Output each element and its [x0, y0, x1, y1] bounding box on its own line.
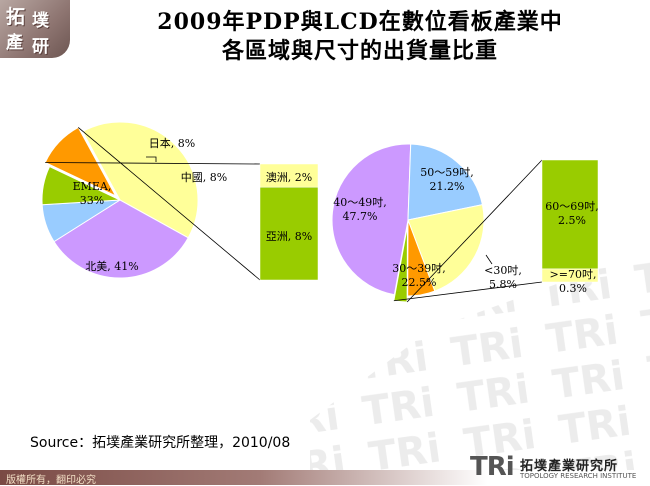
copyright-text: 版權所有，翻印必究	[6, 475, 96, 486]
data-label: 60～69吋, 2.5%	[545, 200, 599, 227]
pie-slice	[407, 143, 484, 221]
region-pie-chart: 北美, 41% EMEA, 33% 日本, 8% 中國, 8% 澳洲, 2% 亞洲, 8%	[41, 121, 319, 281]
leader-line	[485, 254, 493, 265]
logo-mark: TRi	[470, 452, 515, 482]
logo-bottom-right: TRi 拓墣產業研究所 TOPOLOGY RESEARCH INSTITUTE	[470, 452, 645, 484]
data-label: EMEA, 33%	[73, 180, 112, 207]
data-label-line: 日本, 8%	[149, 136, 195, 150]
data-label-line: >=70吋,	[550, 268, 597, 281]
logo-char: 拓	[6, 6, 26, 28]
pie-slice	[41, 165, 121, 206]
data-label-line: 47.7%	[343, 210, 378, 223]
data-label: 中國, 8%	[181, 171, 227, 184]
data-label: >=70吋, 0.3%	[550, 268, 597, 295]
breakout-segment	[541, 159, 599, 270]
data-label-line: 北美, 41%	[85, 260, 138, 273]
data-label: 50～59吋, 21.2%	[420, 166, 474, 193]
source-note: Source：拓墣產業研究所整理，2010/08	[30, 435, 291, 451]
data-label-line: 0.3%	[559, 282, 587, 295]
data-label: 日本, 8%	[149, 136, 195, 150]
pie-slice	[53, 199, 189, 279]
breakout-connector	[393, 281, 543, 302]
data-label: 亞洲, 8%	[266, 230, 312, 243]
data-label: <30吋, 5.8%	[484, 264, 522, 291]
breakout-connector	[45, 162, 261, 165]
logo-mark-text: TRi	[470, 452, 515, 482]
footer-bar	[0, 470, 650, 485]
data-label-line: 2.5%	[558, 214, 586, 227]
data-label-line: 澳洲, 2%	[266, 171, 312, 184]
data-label-line: 30～39吋,	[392, 262, 446, 275]
data-label: 30～39吋, 22.5%	[392, 262, 446, 289]
data-label-line: <30吋,	[484, 264, 522, 277]
page-title: 2009年PDP與LCD在數位看板產業中 各區域與尺寸的出貨量比重	[70, 8, 650, 66]
data-label-line: 亞洲, 8%	[266, 230, 312, 243]
data-label-line: 60～69吋,	[545, 200, 599, 213]
size-pie-chart: 40～49吋, 47.7% 50～59吋, 21.2% 30～39吋, 22.5% <30吋…	[331, 143, 599, 303]
data-label-line: 22.5%	[402, 276, 437, 289]
logo-name: 拓墣產業研究所	[520, 459, 619, 474]
data-label-line: 40～49吋,	[333, 196, 387, 209]
logo-english: TOPOLOGY RESEARCH INSTITUTE	[520, 472, 637, 480]
breakout-segment	[541, 268, 599, 283]
data-label-line: 中國, 8%	[181, 171, 227, 184]
logo-char: 產	[6, 33, 23, 53]
leader-line	[146, 156, 157, 162]
title-line-1: 2009年PDP與LCD在數位看板產業中	[157, 9, 563, 35]
data-label: 北美, 41%	[85, 260, 138, 273]
breakout-segment	[259, 186, 319, 281]
data-label-line: 5.8%	[489, 278, 517, 291]
data-label-line: 33%	[80, 194, 104, 207]
logo-top-left: 拓 墣 產 研	[0, 0, 70, 58]
data-label: 澳洲, 2%	[266, 171, 312, 184]
breakout-connector	[406, 159, 543, 303]
pie-slice	[407, 219, 436, 297]
data-label: 40～49吋, 47.7%	[333, 196, 387, 223]
logo-char: 墣	[32, 11, 49, 31]
data-label-line: 50～59吋,	[420, 166, 474, 179]
title-line-2: 各區域與尺寸的出貨量比重	[221, 38, 498, 64]
breakout-connector	[77, 127, 261, 281]
logo-char: 研	[32, 37, 49, 57]
data-label-line: 21.2%	[430, 180, 465, 193]
data-label-line: EMEA,	[73, 180, 112, 193]
pie-slice	[331, 143, 412, 296]
